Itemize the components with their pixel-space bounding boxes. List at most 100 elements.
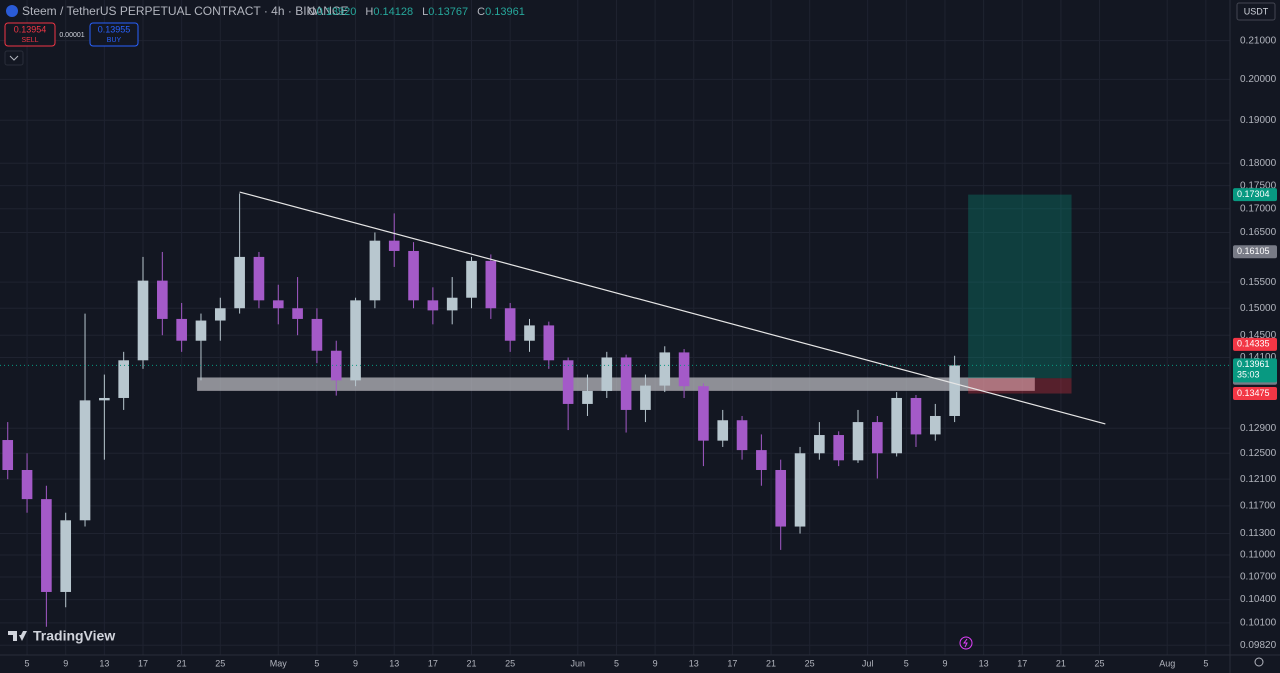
spread: 0.00001: [59, 32, 84, 39]
y-tick-label: 0.16500: [1240, 227, 1277, 238]
last-price-tag-countdown: 35:03: [1237, 370, 1260, 380]
x-tick-label: 17: [1017, 658, 1027, 668]
x-tick-label: 9: [653, 658, 658, 668]
x-tick-label: 13: [99, 658, 109, 668]
candle-body: [949, 365, 960, 416]
ohlc-key: H: [365, 6, 373, 18]
buy-box[interactable]: [89, 22, 139, 47]
x-tick-label: 25: [1095, 658, 1105, 668]
candle-body: [60, 520, 72, 592]
candle-body: [833, 435, 844, 461]
candle-body: [272, 300, 284, 309]
settings-circle[interactable]: [1254, 657, 1264, 667]
candle-body: [524, 325, 535, 341]
ohlc-value: 0.14128: [373, 6, 413, 18]
ohlc-value: 0.13961: [485, 6, 525, 18]
position-loss-area[interactable]: [968, 378, 1072, 394]
candle-body: [137, 280, 149, 361]
x-tick-label: 21: [177, 658, 187, 668]
buy-price[interactable]: 0.13955: [98, 24, 131, 34]
x-tick-label: 9: [942, 658, 947, 668]
candle-body: [214, 308, 226, 321]
y-tick-label: 0.11700: [1240, 501, 1276, 512]
y-tick-label: 0.17500: [1240, 180, 1277, 191]
candle-body: [601, 357, 613, 391]
candle-body: [195, 320, 207, 341]
x-tick-label: 13: [979, 658, 989, 668]
y-tick-label: 0.20000: [1240, 74, 1277, 85]
trend-line[interactable]: [239, 191, 1106, 425]
x-tick-label: 21: [766, 658, 776, 668]
y-tick-label: 0.11300: [1240, 528, 1276, 539]
x-tick-label: 25: [215, 658, 225, 668]
x-tick-label: 21: [1056, 658, 1066, 668]
y-tick-label: 0.15500: [1240, 277, 1277, 288]
position-profit-area[interactable]: [968, 194, 1072, 379]
candle-body: [253, 256, 265, 301]
candle-body: [41, 499, 52, 592]
brand[interactable]: TradingView: [8, 628, 115, 644]
x-tick-label: 9: [353, 658, 358, 668]
alert-icon[interactable]: [959, 636, 973, 650]
candle-body: [872, 422, 883, 454]
price-tag-box: [1233, 245, 1277, 259]
y-tick-label: 0.15000: [1240, 303, 1277, 314]
candle-body: [717, 420, 729, 441]
candle-body: [582, 390, 593, 404]
candle-body: [698, 386, 709, 441]
y-tick-label: 0.10700: [1240, 572, 1277, 583]
price-tag-box: [1233, 337, 1277, 351]
ohlc-value: 0.13767: [428, 6, 468, 18]
candle-body: [620, 357, 632, 410]
sell-button[interactable]: 0.13954 SELL: [4, 22, 56, 47]
y-tick-label: 0.12900: [1240, 423, 1277, 434]
candle-body: [891, 397, 902, 454]
alert-circle[interactable]: [959, 636, 973, 650]
support-zone[interactable]: [197, 377, 1035, 391]
candle-body: [504, 308, 516, 341]
currency-box[interactable]: [1236, 2, 1276, 21]
candle-body: [775, 469, 787, 527]
x-tick-label: Jul: [862, 658, 874, 668]
candle-body: [99, 397, 110, 401]
x-tick-label: 13: [689, 658, 699, 668]
y-tick-label: 0.10400: [1240, 594, 1277, 605]
y-tick-label: 0.11000: [1240, 550, 1276, 561]
currency-button[interactable]: USDT: [1236, 2, 1276, 21]
sell-price[interactable]: 0.13954: [14, 24, 47, 34]
x-tick-label: 21: [467, 658, 477, 668]
candle-body: [2, 440, 14, 470]
symbol-title[interactable]: Steem / TetherUS PERPETUAL CONTRACT · 4h…: [22, 4, 349, 18]
currency[interactable]: USDT: [1244, 6, 1269, 16]
candle-body: [446, 297, 458, 311]
candle-body: [562, 360, 574, 404]
x-tick-label: 5: [614, 658, 619, 668]
buy-button[interactable]: 0.13955 BUY: [89, 22, 139, 47]
x-tick-label: 9: [63, 658, 68, 668]
candle-body: [852, 422, 864, 461]
axes: 0.21000 0.20000 0.19000 0.18000 0.17500 0.170…: [25, 35, 1277, 668]
buy-label[interactable]: BUY: [107, 37, 122, 44]
ohlc-value: 0.13920: [317, 6, 357, 18]
collapse-button[interactable]: [4, 50, 24, 66]
x-tick-label: 17: [727, 658, 737, 668]
settings-icon[interactable]: [1254, 657, 1264, 667]
x-tick-label: 17: [138, 658, 148, 668]
price-tag: 0.14335: [1237, 339, 1270, 349]
brand-logo: [8, 631, 27, 641]
last-price-tag: 0.13961: [1237, 359, 1270, 369]
brand-name[interactable]: TradingView: [33, 628, 115, 644]
stop-price-tag: 0.13475: [1237, 388, 1270, 398]
x-tick-label: 5: [1203, 658, 1208, 668]
collapse-box[interactable]: [4, 50, 24, 66]
sell-box[interactable]: [4, 22, 56, 47]
y-tick-label: 0.19000: [1240, 115, 1277, 126]
candle-body: [910, 397, 922, 435]
candle-body: [369, 240, 381, 301]
price-tag: 0.16105: [1237, 246, 1270, 256]
candle-body: [157, 280, 168, 319]
sell-label[interactable]: SELL: [21, 37, 38, 44]
x-tick-label: 5: [314, 658, 319, 668]
